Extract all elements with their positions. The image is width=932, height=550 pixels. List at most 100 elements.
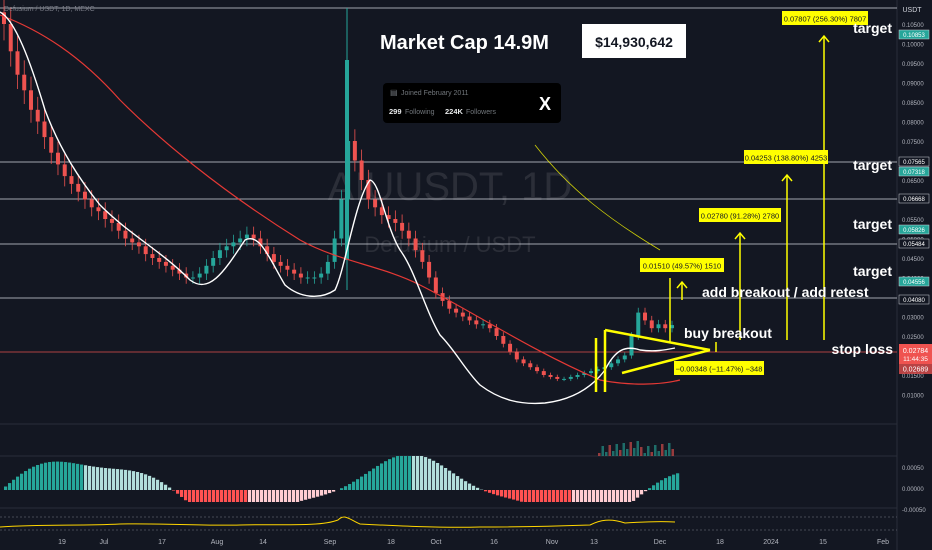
- price-tick-label: 0.01000: [902, 394, 924, 400]
- macd-bar: [540, 490, 544, 502]
- macd-bar: [652, 485, 656, 490]
- volume-bars: [598, 441, 674, 456]
- macd-bar: [572, 490, 576, 502]
- macd-bar: [136, 471, 140, 490]
- macd-bar: [564, 490, 568, 502]
- current-price-tag: 0.02784 11:44:35 0.02689: [899, 344, 932, 374]
- candle-body: [501, 336, 506, 344]
- macd-bar: [80, 464, 84, 490]
- candle-body: [406, 230, 411, 239]
- price-tick-label: 0.08000: [902, 121, 924, 127]
- candle-body: [359, 160, 364, 180]
- macd-bar: [400, 456, 404, 490]
- stop-price: 0.02689: [903, 367, 928, 374]
- macd-bar: [248, 490, 252, 502]
- price-tick-label: 0.05500: [902, 218, 924, 224]
- followers-count: 224K: [445, 107, 464, 116]
- price-tick-label: 0.04500: [902, 257, 924, 263]
- candle-body: [204, 265, 209, 274]
- macd-bar: [608, 490, 612, 502]
- time-tick-label: Aug: [211, 539, 224, 546]
- price-tick-label: 0.09500: [902, 62, 924, 68]
- candle-body: [454, 308, 459, 313]
- volume-bar: [608, 445, 611, 456]
- macd-bar: [612, 490, 616, 502]
- rsi-line: [0, 516, 676, 528]
- time-tick-label: 14: [259, 539, 267, 546]
- candle-body: [379, 207, 384, 216]
- candle-body: [460, 312, 465, 317]
- macd-bar: [544, 490, 548, 502]
- macd-bar: [488, 490, 492, 493]
- macd-bar: [324, 490, 328, 495]
- macd-bar: [12, 479, 16, 490]
- candle-body: [332, 238, 337, 262]
- macd-bar: [476, 487, 480, 490]
- macd-bar: [156, 479, 160, 490]
- macd-bar: [244, 490, 248, 502]
- macd-bar: [144, 474, 148, 490]
- macd-bar: [188, 490, 192, 502]
- candle-body: [265, 246, 270, 255]
- time-tick-label: 13: [590, 539, 598, 546]
- macd-bar: [292, 490, 296, 502]
- time-axis[interactable]: 19 Jul 17 Aug 14 Sep 18 Oct 16 Nov 13 Dec 18 2024 15 Fe…: [58, 539, 889, 546]
- volume-bar: [619, 450, 622, 456]
- candle-body: [224, 246, 229, 251]
- macd-bar: [492, 490, 496, 495]
- macd-bar: [548, 490, 552, 502]
- macd-bar: [308, 490, 312, 499]
- macd-bar: [280, 490, 284, 502]
- candle-body: [568, 376, 573, 379]
- macd-bar: [356, 479, 360, 490]
- volume-bar: [668, 443, 671, 456]
- level-label-box: 0.04556: [898, 276, 930, 287]
- macd-bar: [604, 490, 608, 502]
- level-label: 0.10853: [903, 33, 925, 39]
- stop-loss-label: stop loss: [832, 341, 894, 357]
- macd-bar: [28, 468, 32, 490]
- macd-bar: [368, 471, 372, 490]
- candle-body: [157, 258, 162, 262]
- macd-bar: [340, 488, 344, 490]
- candle-body: [55, 152, 60, 165]
- candle-body: [481, 324, 486, 326]
- price-tick-label: 0.02500: [902, 335, 924, 341]
- measure-label-2: 0.02780 (91.28%) 2780: [701, 212, 779, 221]
- price-axis[interactable]: 0.10500 0.10000 0.09500 0.09000 0.08500 0.080…: [902, 23, 924, 400]
- macd-bar: [332, 490, 336, 492]
- volume-bar: [661, 444, 664, 456]
- measure-box-2: 0.02780 (91.28%) 2780: [699, 208, 781, 222]
- volume-bar: [657, 451, 660, 456]
- macd-bar: [672, 474, 676, 490]
- macd-bar: [8, 483, 12, 490]
- macd-bar: [376, 465, 380, 490]
- macd-bar: [556, 490, 560, 502]
- profile-card[interactable]: ▤ Joined February 2011 299 Following 224…: [383, 83, 561, 123]
- candle-body: [123, 230, 128, 239]
- macd-bar: [452, 473, 456, 490]
- macd-bar: [516, 490, 520, 501]
- macd-bar: [236, 490, 240, 502]
- macd-bar: [464, 481, 468, 490]
- candle-body: [528, 363, 533, 368]
- candle-body: [366, 180, 371, 200]
- macd-bar: [316, 490, 320, 497]
- macd-bar: [216, 490, 220, 502]
- candle-body: [649, 320, 654, 329]
- macd-bar: [160, 482, 164, 490]
- current-price: 0.02784: [903, 348, 928, 355]
- time-tick-label: 18: [387, 539, 395, 546]
- macd-bar: [364, 473, 368, 490]
- macd-bar: [100, 467, 104, 490]
- macd-bar: [108, 468, 112, 490]
- candle-body: [15, 51, 20, 75]
- candle-body: [109, 219, 114, 223]
- market-cap-box: [582, 24, 686, 58]
- measure-box-1: 0.01510 (49.57%) 1510: [640, 258, 724, 272]
- macd-bar: [592, 490, 596, 502]
- time-tick-label: 18: [716, 539, 724, 546]
- candle-body: [150, 254, 155, 258]
- measure-box-4: 0.07807 (256.30%) 7807: [782, 11, 868, 25]
